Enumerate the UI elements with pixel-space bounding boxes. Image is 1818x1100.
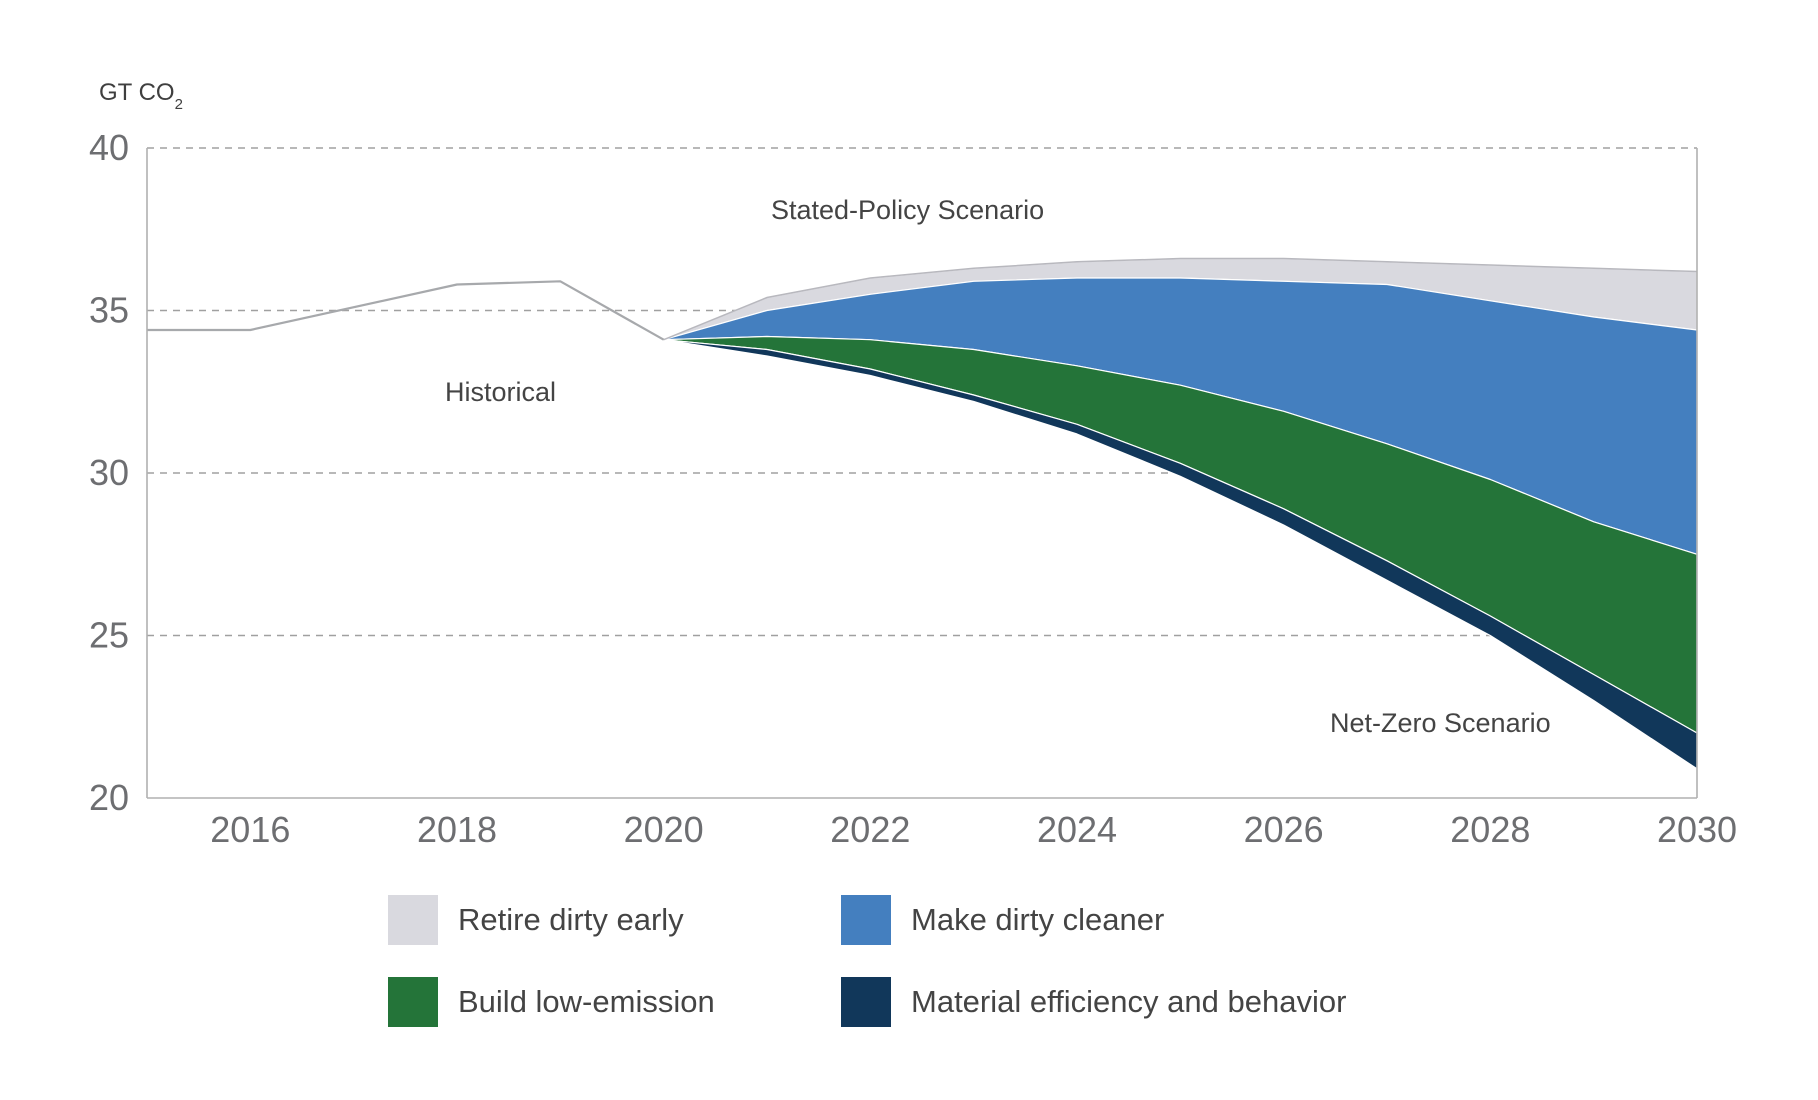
stated-policy-annotation: Stated-Policy Scenario: [771, 195, 1044, 225]
legend: Retire dirty early Make dirty cleaner Bu…: [388, 895, 1448, 1065]
y-unit-label: GT CO2: [99, 79, 183, 113]
stated-policy-line: [663, 257, 1698, 341]
legend-item-cleaner: Make dirty cleaner: [841, 895, 1164, 945]
y-unit-subscript: 2: [175, 96, 183, 113]
legend-label-cleaner: Make dirty cleaner: [911, 902, 1165, 937]
y-unit-main: GT CO: [99, 79, 175, 106]
x-tick-label-2030: 2030: [1657, 809, 1737, 850]
legend-item-material: Material efficiency and behavior: [841, 977, 1346, 1027]
y-tick-label-30: 30: [89, 452, 129, 493]
x-tick-label-2024: 2024: [1037, 809, 1117, 850]
x-tick-label-2016: 2016: [210, 809, 290, 850]
x-tick-label-2026: 2026: [1244, 809, 1324, 850]
x-tick-label-2022: 2022: [830, 809, 910, 850]
x-tick-label-2018: 2018: [417, 809, 497, 850]
legend-label-material: Material efficiency and behavior: [911, 984, 1347, 1019]
tick-labels: 20 25 30 35 40 2016 2018 2020 2022 2024 2026 2028 20…: [89, 127, 1737, 850]
net-zero-annotation: Net-Zero Scenario: [1330, 708, 1551, 738]
y-tick-label-40: 40: [89, 127, 129, 168]
legend-swatch-cleaner: [841, 895, 891, 945]
legend-swatch-retire: [388, 895, 438, 945]
legend-swatch-material: [841, 977, 891, 1027]
axes: [146, 148, 1698, 799]
scenario-areas: [663, 257, 1698, 770]
legend-label-build: Build low-emission: [458, 984, 715, 1019]
y-tick-label-20: 20: [89, 777, 129, 818]
legend-item-build: Build low-emission: [388, 977, 715, 1027]
legend-item-retire: Retire dirty early: [388, 895, 684, 945]
legend-label-retire: Retire dirty early: [458, 902, 684, 937]
x-tick-label-2028: 2028: [1450, 809, 1530, 850]
historical-annotation: Historical: [445, 377, 556, 407]
x-tick-label-2020: 2020: [624, 809, 704, 850]
historical-line: [147, 280, 665, 341]
y-tick-label-35: 35: [89, 290, 129, 331]
y-tick-label-25: 25: [89, 615, 129, 656]
historical-series: [147, 280, 665, 341]
legend-swatch-build: [388, 977, 438, 1027]
